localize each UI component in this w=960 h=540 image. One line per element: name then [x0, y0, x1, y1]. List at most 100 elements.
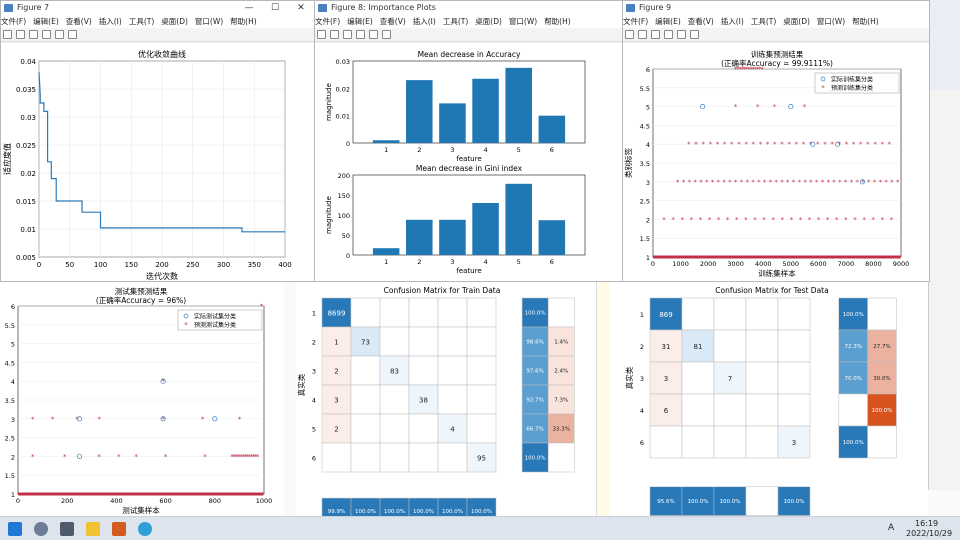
matrix-cell — [350, 297, 381, 328]
y-tick-label: 0.01 — [20, 226, 36, 234]
matrix-cell — [466, 384, 497, 415]
menu-item-5[interactable]: 桌面(D) — [161, 17, 188, 26]
start-icon[interactable] — [8, 522, 22, 536]
figure-canvas: 0.005 0.01 0.015 0.02 0.025 0.03 0.035 0.04 0 50 1… — [1, 43, 314, 281]
clock-time[interactable]: 16:19 — [915, 519, 939, 528]
menu-bar: 文件(F) 编辑(E) 查看(V) 插入(I) 工具(T) 桌面(D) 窗口(W) 帮助(H) — [623, 15, 929, 28]
pred-marker: * — [763, 178, 767, 186]
file-explorer-icon[interactable] — [86, 522, 100, 536]
menu-item-0[interactable]: 文件(F) — [315, 17, 341, 26]
matrix-cell — [777, 425, 811, 459]
true-marker — [160, 378, 166, 384]
x-tick-label: 300 — [217, 261, 230, 269]
save-icon[interactable] — [29, 30, 38, 39]
pointer-icon[interactable] — [677, 30, 686, 39]
menu-item-0[interactable]: 文件(F) — [623, 17, 649, 26]
figure-toolbar — [315, 28, 625, 42]
open-file-icon[interactable] — [16, 30, 25, 39]
menu-item-1[interactable]: 编辑(E) — [655, 17, 681, 26]
true-marker — [76, 416, 83, 422]
menu-item-5[interactable]: 桌面(D) — [783, 17, 810, 26]
row-summary-value: 92.7% — [526, 398, 543, 404]
menu-item-7[interactable]: 帮助(H) — [230, 17, 257, 26]
x-tick-label: 6 — [550, 146, 554, 154]
pred-marker: * — [817, 216, 821, 224]
menu-item-1[interactable]: 编辑(E) — [347, 17, 373, 26]
pred-marker: * — [741, 66, 745, 74]
open-file-icon[interactable] — [330, 30, 339, 39]
row-summary-value: 100.0% — [843, 440, 864, 446]
menu-item-6[interactable]: 窗口(W) — [816, 17, 846, 26]
row-label: 4 — [640, 407, 644, 415]
menu-item-7[interactable]: 帮助(H) — [544, 17, 571, 26]
row-summary-cell — [867, 297, 897, 331]
col-summary-value: 100.0% — [471, 509, 492, 515]
print-icon[interactable] — [664, 30, 673, 39]
menu-item-2[interactable]: 查看(V) — [65, 17, 92, 26]
row-summary-value: 33.3% — [553, 427, 570, 433]
save-icon[interactable] — [343, 30, 352, 39]
col-summary-cell — [745, 486, 779, 516]
menu-item-6[interactable]: 窗口(W) — [194, 17, 224, 26]
pred-marker: * — [735, 216, 739, 224]
menu-item-3[interactable]: 插入(I) — [98, 17, 122, 26]
menu-item-4[interactable]: 工具(T) — [750, 17, 777, 26]
x-tick-label: 0 — [651, 260, 655, 268]
matlab-icon[interactable] — [112, 522, 126, 536]
minimize-button[interactable]: — — [244, 3, 254, 13]
pred-marker: * — [756, 66, 760, 74]
maximize-button[interactable]: ☐ — [270, 3, 280, 13]
y-tick-label: 1.5 — [5, 472, 15, 480]
pointer-icon[interactable] — [55, 30, 64, 39]
menu-item-6[interactable]: 窗口(W) — [508, 17, 538, 26]
new-figure-icon[interactable] — [625, 30, 634, 39]
save-icon[interactable] — [651, 30, 660, 39]
matrix-cell — [379, 355, 410, 386]
row-summary-value: 7.3% — [554, 398, 568, 404]
row-summary-cell — [521, 297, 549, 328]
menu-item-1[interactable]: 编辑(E) — [33, 17, 59, 26]
menu-item-4[interactable]: 工具(T) — [128, 17, 155, 26]
x-tick-label: 200 — [155, 261, 168, 269]
menu-item-3[interactable]: 插入(I) — [412, 17, 436, 26]
new-figure-icon[interactable] — [3, 30, 12, 39]
y-tick-label: 2.5 — [5, 435, 15, 443]
pred-marker: * — [792, 178, 796, 186]
close-button[interactable]: ✕ — [297, 3, 305, 13]
task-view-icon[interactable] — [60, 522, 74, 536]
edge-browser-icon[interactable] — [138, 522, 152, 536]
true-marker — [835, 141, 841, 147]
input-language-indicator[interactable]: A — [888, 523, 895, 533]
print-icon[interactable] — [356, 30, 365, 39]
new-figure-icon[interactable] — [317, 30, 326, 39]
pred-marker: * — [861, 178, 865, 186]
search-icon[interactable] — [34, 522, 48, 536]
pred-marker: * — [701, 141, 705, 149]
menu-item-5[interactable]: 桌面(D) — [475, 17, 502, 26]
menu-item-3[interactable]: 插入(I) — [720, 17, 744, 26]
pred-marker: * — [662, 216, 666, 224]
menu-item-4[interactable]: 工具(T) — [442, 17, 469, 26]
matrix-cell — [713, 393, 747, 427]
pointer-icon[interactable] — [369, 30, 378, 39]
matrix-cell — [408, 297, 439, 328]
y-tick-label: 2 — [11, 453, 15, 461]
bar-2 — [406, 219, 433, 255]
edit-plot-icon[interactable] — [382, 30, 391, 39]
pred-marker: * — [826, 216, 830, 224]
print-icon[interactable] — [42, 30, 51, 39]
pred-marker: * — [890, 178, 894, 186]
menu-item-2[interactable]: 查看(V) — [687, 17, 714, 26]
row-summary-cell — [838, 425, 868, 459]
bar-6 — [538, 220, 566, 255]
menu-item-0[interactable]: 文件(F) — [1, 17, 27, 26]
window-titlebar: Figure 9 — [623, 1, 929, 15]
cell-value: 8699 — [328, 310, 346, 318]
edit-plot-icon[interactable] — [690, 30, 699, 39]
pred-marker: * — [730, 141, 734, 149]
open-file-icon[interactable] — [638, 30, 647, 39]
edit-plot-icon[interactable] — [68, 30, 77, 39]
clock-date[interactable]: 2022/10/29 — [906, 529, 953, 538]
menu-item-2[interactable]: 查看(V) — [379, 17, 406, 26]
menu-item-7[interactable]: 帮助(H) — [852, 17, 879, 26]
